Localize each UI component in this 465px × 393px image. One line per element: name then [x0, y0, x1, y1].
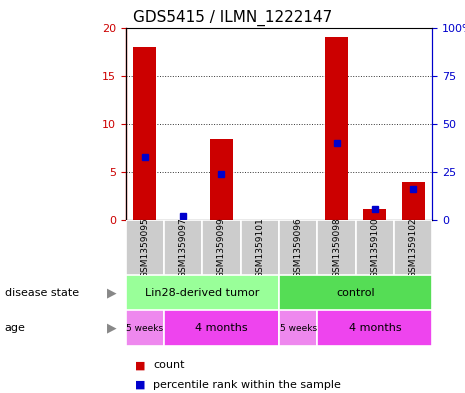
Text: percentile rank within the sample: percentile rank within the sample [153, 380, 341, 390]
Bar [402, 182, 425, 220]
Text: GSM1359102: GSM1359102 [409, 217, 418, 278]
Bar [164, 220, 202, 275]
Bar [126, 275, 279, 310]
Text: GSM1359097: GSM1359097 [179, 217, 187, 278]
Bar [279, 310, 318, 346]
Bar [279, 220, 318, 275]
Text: GSM1359096: GSM1359096 [294, 217, 303, 278]
Text: GSM1359099: GSM1359099 [217, 217, 226, 278]
Text: ■: ■ [135, 360, 146, 371]
Bar [317, 220, 356, 275]
Bar [210, 139, 233, 220]
Bar [202, 220, 241, 275]
Text: GSM1359098: GSM1359098 [332, 217, 341, 278]
Text: ■: ■ [135, 380, 146, 390]
Text: disease state: disease state [5, 288, 79, 298]
Text: ▶: ▶ [106, 321, 116, 335]
Bar [133, 47, 156, 220]
Bar [394, 220, 432, 275]
Text: GSM1359101: GSM1359101 [255, 217, 264, 278]
Text: control: control [336, 288, 375, 298]
Text: 5 weeks: 5 weeks [126, 324, 163, 332]
Bar [279, 275, 432, 310]
Text: count: count [153, 360, 185, 371]
Bar [325, 37, 348, 220]
Text: GSM1359095: GSM1359095 [140, 217, 149, 278]
Bar [164, 310, 279, 346]
Text: Lin28-derived tumor: Lin28-derived tumor [145, 288, 259, 298]
Bar [356, 220, 394, 275]
Bar [126, 310, 164, 346]
Text: GDS5415 / ILMN_1222147: GDS5415 / ILMN_1222147 [133, 10, 332, 26]
Text: 5 weeks: 5 weeks [279, 324, 317, 332]
Bar [241, 220, 279, 275]
Bar [126, 220, 164, 275]
Text: ▶: ▶ [106, 286, 116, 299]
Text: GSM1359100: GSM1359100 [371, 217, 379, 278]
Bar [317, 310, 432, 346]
Bar [364, 209, 386, 220]
Text: age: age [5, 323, 26, 333]
Text: 4 months: 4 months [195, 323, 248, 333]
Text: 4 months: 4 months [349, 323, 401, 333]
